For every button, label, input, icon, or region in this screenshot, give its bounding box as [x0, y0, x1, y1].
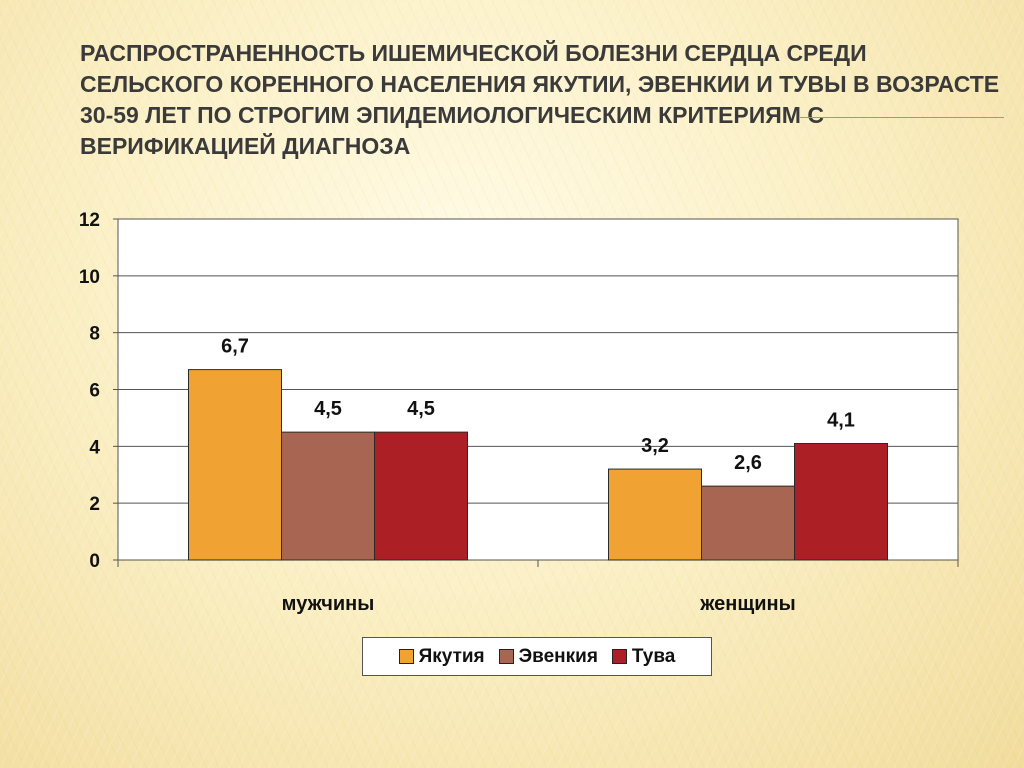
- data-label: 6,7: [221, 336, 249, 358]
- bar: [188, 369, 282, 561]
- bar: [374, 431, 468, 561]
- chart-legend: Якутия Эвенкия Тува: [362, 637, 712, 676]
- y-tick-label: 4: [89, 437, 100, 458]
- legend-label-evenkia: Эвенкия: [518, 645, 598, 667]
- legend-label-tuva: Тува: [631, 645, 676, 667]
- y-tick-label: 8: [89, 324, 100, 345]
- legend-item-evenkia: Эвенкия: [498, 645, 598, 668]
- y-tick-label: 2: [89, 494, 100, 515]
- bar: [794, 442, 888, 561]
- x-category-label: женщины: [699, 593, 795, 615]
- legend-label-yakutia: Якутия: [418, 645, 485, 667]
- data-label: 4,5: [407, 398, 435, 420]
- legend-item-tuva: Тува: [611, 645, 676, 668]
- bar: [281, 431, 375, 561]
- legend-swatch-yakutia: [398, 649, 414, 664]
- y-tick-label: 10: [79, 267, 100, 288]
- data-label: 4,5: [314, 398, 342, 420]
- data-label: 3,2: [641, 435, 669, 457]
- data-label: 4,1: [827, 409, 855, 431]
- data-label: 2,6: [734, 452, 762, 474]
- bar: [608, 468, 702, 561]
- legend-swatch-tuva: [611, 649, 627, 664]
- slide-title: Распространенность ишемической болезни с…: [80, 40, 1000, 159]
- y-tick-label: 0: [89, 551, 100, 572]
- legend-item-yakutia: Якутия: [398, 645, 485, 668]
- x-category-label: мужчины: [282, 593, 375, 615]
- legend-swatch-evenkia: [498, 649, 514, 664]
- y-tick-label: 12: [79, 210, 100, 231]
- title-underline: [800, 117, 1004, 118]
- bar: [701, 485, 795, 561]
- y-tick-label: 6: [89, 381, 100, 402]
